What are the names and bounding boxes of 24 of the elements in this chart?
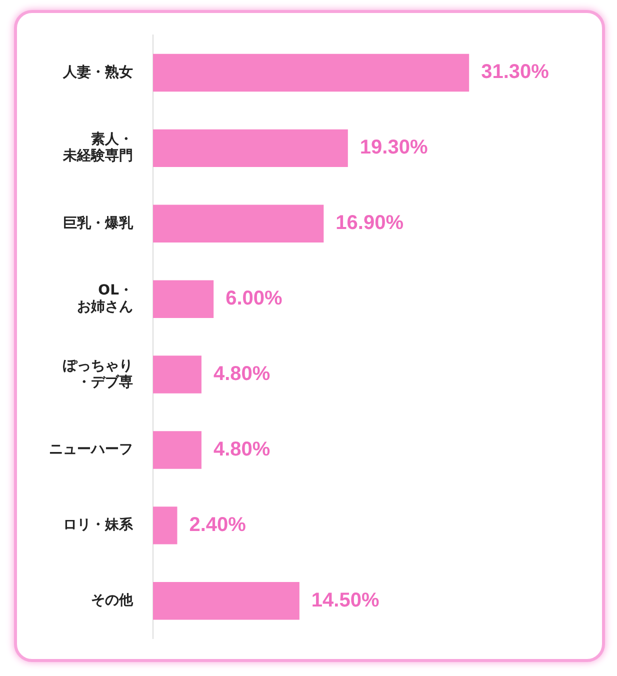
- y-tick-label: ぽっちゃり・デブ専: [63, 358, 133, 391]
- data-label: 4.80%: [213, 438, 270, 460]
- data-label: 31.30%: [481, 61, 550, 84]
- bar: [153, 356, 202, 394]
- y-tick-label: その他: [91, 592, 134, 609]
- data-label: 14.50%: [311, 589, 380, 612]
- bar: [153, 280, 214, 318]
- bar: [153, 431, 202, 469]
- y-tick-label: 素人・未経験専門: [62, 131, 133, 164]
- bar: [153, 54, 470, 92]
- y-tick-label: 人妻・熟女: [62, 63, 133, 80]
- y-tick-label: OL・お姉さん: [77, 282, 133, 316]
- data-label: 2.40%: [189, 514, 246, 536]
- y-tick-label: 巨乳・爆乳: [63, 215, 134, 232]
- bar: [153, 129, 348, 168]
- data-label: 4.80%: [213, 363, 270, 386]
- bar: [153, 506, 178, 544]
- data-label: 16.90%: [336, 212, 404, 234]
- y-tick-label: ニューハーフ: [49, 442, 133, 458]
- data-label: 6.00%: [226, 288, 283, 310]
- bar: [153, 204, 324, 242]
- y-tick-label: ロリ・妹系: [63, 517, 134, 534]
- data-label: 19.30%: [360, 136, 428, 159]
- bar: [153, 582, 300, 620]
